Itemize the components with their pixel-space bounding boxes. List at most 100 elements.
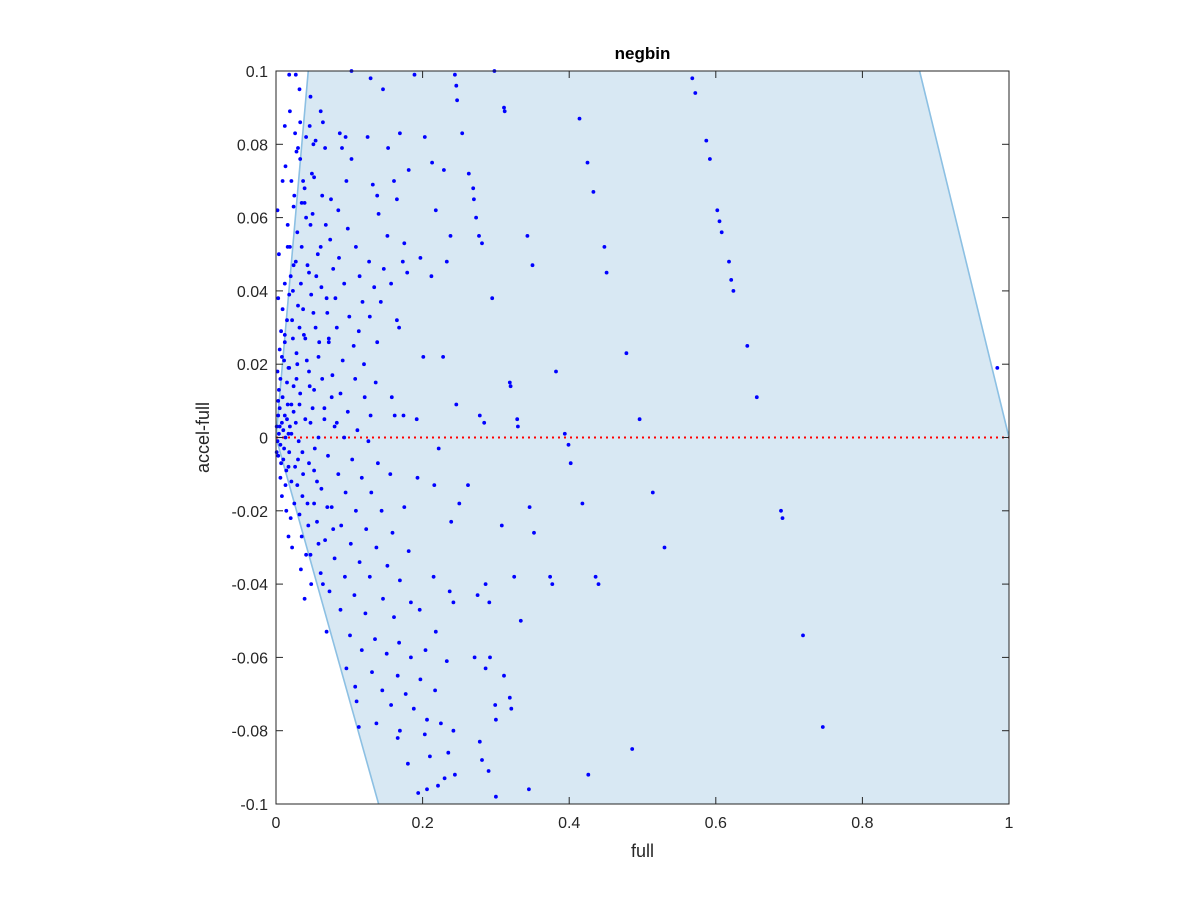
scatter-point (322, 406, 327, 411)
scatter-point (409, 655, 413, 660)
scatter-point (289, 402, 294, 407)
scatter-point (604, 270, 609, 275)
scatter-point (483, 666, 488, 671)
scatter-point (436, 783, 440, 788)
scatter-point (493, 703, 498, 707)
scatter-point (362, 395, 367, 400)
scatter-point (345, 409, 350, 414)
scatter-point (430, 160, 434, 165)
scatter-point (277, 252, 281, 257)
scatter-point (429, 274, 434, 279)
scatter-point (308, 223, 313, 227)
scatter-point (392, 413, 397, 418)
scatter-point (307, 369, 311, 374)
scatter-point (295, 483, 300, 487)
scatter-point (727, 259, 731, 264)
scatter-point (508, 384, 513, 389)
scatter-point (306, 523, 311, 528)
scatter-point (409, 600, 413, 605)
x-tick-label: 0.6 (705, 815, 727, 832)
scatter-point (337, 256, 341, 260)
scatter-point (359, 475, 364, 480)
scatter-point (334, 325, 339, 330)
scatter-point (406, 168, 411, 172)
scatter-point (368, 413, 373, 418)
scatter-point (354, 508, 358, 513)
scatter-point (326, 453, 330, 458)
scatter-point (324, 629, 329, 634)
scatter-point (353, 377, 358, 381)
scatter-point (331, 267, 336, 271)
scatter-point (428, 754, 432, 759)
scatter-point (415, 475, 420, 480)
scatter-point (307, 461, 311, 466)
scatter-point (278, 475, 283, 480)
scatter-point (344, 179, 349, 183)
scatter-point (291, 263, 296, 268)
scatter-point (297, 402, 302, 407)
scatter-point (423, 648, 428, 652)
scatter-point (357, 274, 362, 279)
scatter-point (370, 670, 374, 674)
scatter-point (320, 193, 325, 198)
scatter-point (337, 131, 342, 136)
scatter-point (704, 138, 709, 143)
scatter-point (502, 109, 507, 114)
scatter-point (381, 87, 385, 92)
scatter-point (417, 607, 422, 612)
x-tick-label: 0.4 (558, 815, 580, 832)
scatter-point (340, 358, 345, 363)
scatter-point (550, 582, 555, 586)
scatter-point (525, 234, 530, 238)
scatter-point (289, 179, 294, 183)
scatter-point (325, 311, 330, 315)
y-tick-label: 0.04 (237, 284, 268, 301)
scatter-point (317, 340, 322, 345)
scatter-point (289, 431, 294, 436)
scatter-point (460, 131, 465, 136)
y-tick-label: 0.1 (246, 64, 268, 81)
scatter-point (354, 699, 359, 704)
scatter-point (277, 388, 281, 392)
scatter-point (507, 380, 512, 385)
scatter-point (403, 692, 408, 696)
scatter-point (360, 300, 365, 304)
scatter-point (395, 736, 400, 740)
scatter-point (307, 270, 311, 275)
scatter-point (278, 377, 283, 381)
scatter-point (291, 336, 295, 341)
scatter-point (580, 501, 585, 506)
scatter-point (309, 292, 314, 297)
scatter-point (364, 527, 369, 531)
scatter-point (548, 574, 552, 579)
x-tick-label: 0.8 (851, 815, 873, 832)
scatter-point (308, 94, 313, 99)
scatter-point (729, 278, 734, 282)
scatter-point (342, 281, 347, 286)
scatter-point (276, 296, 281, 301)
scatter-point (995, 366, 1000, 370)
scatter-point (474, 215, 478, 220)
scatter-point (372, 285, 377, 290)
scatter-point (332, 424, 337, 429)
scatter-point (323, 223, 328, 227)
scatter-point (291, 384, 296, 389)
scatter-point (374, 545, 379, 550)
scatter-point (311, 142, 316, 147)
scatter-point (304, 552, 308, 557)
scatter-point (321, 120, 325, 125)
scatter-point (324, 296, 329, 301)
scatter-point (277, 406, 282, 411)
scatter-point (320, 377, 325, 381)
scatter-point (332, 556, 337, 561)
scatter-point (312, 446, 317, 451)
scatter-point (373, 380, 378, 385)
scatter-point (294, 351, 299, 356)
scatter-point (280, 395, 285, 400)
scatter-point (296, 439, 301, 444)
scatter-point (304, 215, 308, 220)
scatter-point (301, 179, 305, 183)
scatter-point (310, 212, 315, 216)
scatter-point (308, 420, 313, 425)
scatter-point (412, 72, 417, 77)
